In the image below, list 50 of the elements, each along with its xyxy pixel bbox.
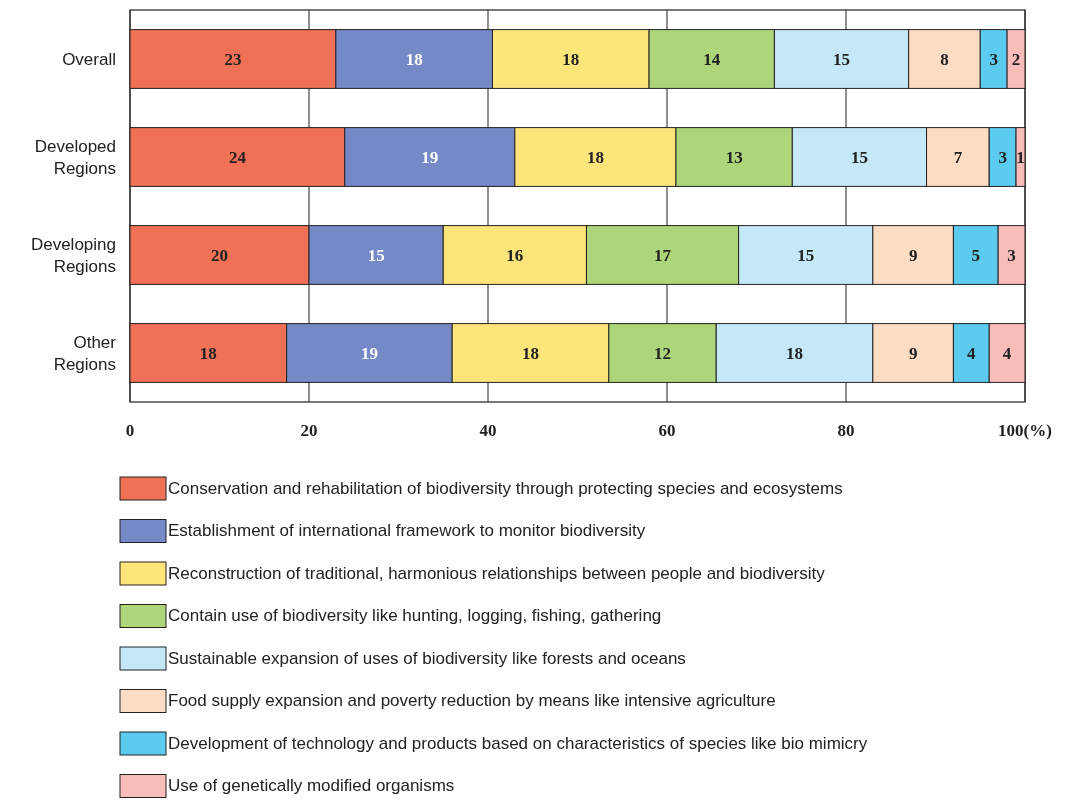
y-tick-label: Developed Regions: [34, 136, 116, 178]
data-label: 24: [228, 147, 247, 167]
data-label: 9: [908, 343, 918, 363]
data-label: 13: [725, 147, 743, 167]
data-label: 20: [211, 245, 228, 265]
data-label: 12: [654, 343, 672, 363]
legend-label: Contain use of biodiversity like hunting, logging, fishing, gathering: [168, 606, 662, 626]
data-label: 5: [971, 245, 981, 265]
data-label: 23: [224, 49, 242, 69]
data-label: 7: [953, 147, 963, 167]
data-label: 18: [562, 49, 580, 69]
y-tick-label: Developing Regions: [30, 234, 116, 276]
data-label: 4: [967, 343, 977, 363]
data-label: 3: [1007, 245, 1016, 265]
legend-label: Reconstruction of traditional, harmonious relationships between people and biodiversity: [168, 563, 826, 583]
x-tick-label: 40: [479, 421, 497, 440]
data-label: 18: [586, 147, 604, 167]
x-tick-label: 20: [300, 421, 318, 440]
data-label: 15: [850, 147, 868, 167]
x-tick-label: 60: [658, 421, 676, 440]
data-label: 18: [199, 343, 217, 363]
legend-label: Conservation and rehabilitation of biodiversity through protecting species and ecosystems: [168, 478, 843, 498]
data-label: 14: [703, 49, 721, 69]
y-tick-label: Other Regions: [53, 332, 117, 374]
data-label: 17: [654, 245, 672, 265]
data-label: 9: [908, 245, 918, 265]
data-label: 3: [998, 147, 1007, 167]
data-label: 2: [1011, 49, 1021, 69]
legend-label: Development of technology and products based on characteristics of species like bio mimicry: [168, 733, 868, 753]
data-label: 3: [989, 49, 998, 69]
legend-label: Sustainable expansion of uses of biodiversity like forests and oceans: [168, 648, 686, 668]
data-label: 8: [940, 49, 949, 69]
legend-label: Establishment of international framework to monitor biodiversity: [168, 521, 646, 541]
data-label: 4: [1002, 343, 1012, 363]
data-label: 19: [360, 343, 378, 363]
legend-label: Use of genetically modified organisms: [168, 776, 455, 796]
x-tick-label: 100(%): [998, 421, 1052, 440]
data-label: 15: [797, 245, 815, 265]
x-tick-label: 0: [125, 421, 135, 440]
data-label: 15: [367, 245, 385, 265]
data-label: 19: [421, 147, 439, 167]
data-label: 18: [786, 343, 804, 363]
x-tick-label: 80: [837, 421, 855, 440]
data-label: 18: [405, 49, 423, 69]
legend-label: Food supply expansion and poverty reduction by means like intensive agriculture: [168, 691, 776, 711]
data-label: 1: [1016, 147, 1025, 167]
data-label: 16: [506, 245, 524, 265]
y-tick-label: Overall: [62, 49, 116, 69]
data-label: 18: [522, 343, 540, 363]
data-label: 15: [833, 49, 851, 69]
